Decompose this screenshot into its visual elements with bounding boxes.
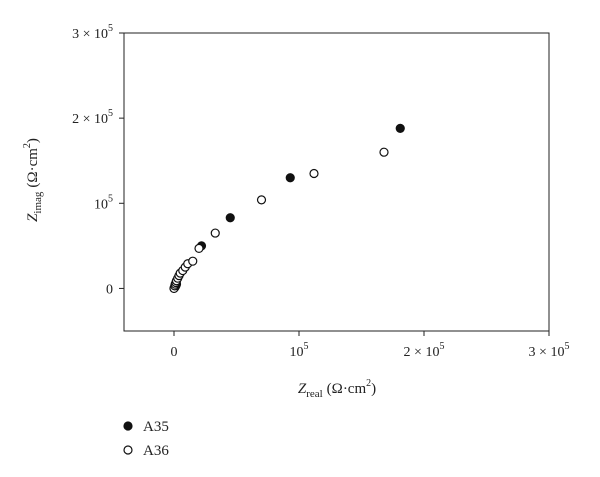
plot-frame [123,32,550,332]
data-point-a35 [395,123,405,133]
data-point-a36 [379,147,389,157]
y-axis-ticks: 0 105 2 × 105 3 × 105 [72,23,124,297]
data-point-a36 [194,243,204,254]
x-tick-label: 3 × 105 [529,341,570,360]
legend: A35 A36 [123,419,169,459]
data-point-a36 [210,228,220,238]
legend-marker-a36 [123,445,133,455]
y-tick-label: 3 × 105 [72,23,113,42]
y-tick-label: 2 × 105 [72,108,113,127]
data-point-a35 [225,213,235,223]
y-tick-label: 0 [106,282,113,297]
data-point-a36 [256,195,267,205]
x-tick-label: 2 × 105 [404,341,445,360]
data-point-a35 [285,173,295,183]
legend-item-a35: A35 [123,419,169,435]
y-axis-label-sub: imag [32,191,44,213]
y-axis-label: Zimag (Ω·cm2) [22,138,44,222]
legend-label-a36: A36 [143,443,169,459]
x-axis-label-close: ) [371,381,376,397]
data-point-a36 [309,168,319,179]
x-tick-label: 105 [290,341,309,360]
y-axis-label-unit: (Ω·cm [25,148,41,188]
x-axis-label-unit: (Ω·cm [327,381,367,397]
x-axis-label-sub: real [306,388,322,400]
data-point-a36 [188,256,198,266]
y-tick-label: 105 [94,193,113,212]
x-axis-ticks: 0 105 2 × 105 3 × 105 [171,331,570,360]
legend-marker-a35 [123,421,133,431]
x-axis-label: Zreal (Ω·cm2) [298,378,376,400]
legend-label-a35: A35 [143,419,169,435]
y-axis-label-base: Z [25,213,41,222]
legend-item-a36: A36 [123,443,169,459]
y-axis-label-close: ) [25,138,41,143]
x-tick-label: 0 [171,345,178,360]
y-axis-label-sup: 2 [22,143,33,148]
data-points [169,123,405,294]
x-axis-label-base: Z [298,381,307,397]
x-axis-label-sup: 2 [366,378,371,389]
